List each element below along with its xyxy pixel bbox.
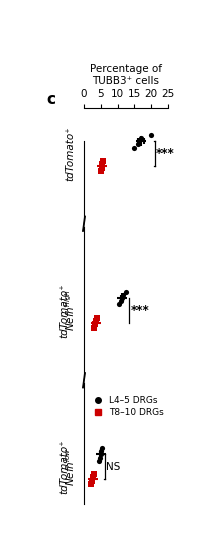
Point bbox=[99, 450, 102, 459]
Legend: L4–5 DRGs, T8–10 DRGs: L4–5 DRGs, T8–10 DRGs bbox=[85, 392, 168, 421]
Text: c: c bbox=[46, 92, 55, 107]
Point bbox=[98, 453, 101, 462]
Point bbox=[139, 134, 143, 143]
Point bbox=[92, 323, 96, 332]
Point bbox=[92, 473, 95, 482]
Text: ***: *** bbox=[156, 147, 174, 160]
Point bbox=[99, 167, 102, 176]
Text: tdTomato⁺: tdTomato⁺ bbox=[59, 440, 69, 494]
Point bbox=[92, 470, 96, 479]
Point bbox=[101, 160, 104, 169]
Point bbox=[120, 294, 123, 302]
Point bbox=[100, 163, 104, 172]
Point bbox=[133, 143, 136, 152]
Point bbox=[95, 313, 99, 322]
Point bbox=[90, 480, 93, 488]
Point bbox=[91, 476, 94, 485]
Text: tdTomato⁺: tdTomato⁺ bbox=[59, 283, 69, 338]
Point bbox=[93, 320, 97, 328]
Point bbox=[118, 300, 121, 308]
X-axis label: Percentage of
TUBB3⁺ cells: Percentage of TUBB3⁺ cells bbox=[90, 64, 162, 86]
Point bbox=[124, 287, 128, 296]
Point bbox=[119, 296, 123, 305]
Text: $Nefh$$^{low}$: $Nefh$$^{low}$ bbox=[64, 447, 77, 486]
Text: $Nefh$$^{high}$: $Nefh$$^{high}$ bbox=[64, 289, 77, 331]
Point bbox=[121, 291, 124, 299]
Point bbox=[136, 140, 139, 149]
Point bbox=[94, 317, 98, 325]
Point bbox=[97, 456, 101, 465]
Text: tdTomato⁺: tdTomato⁺ bbox=[66, 126, 76, 181]
Point bbox=[101, 157, 105, 165]
Point bbox=[138, 137, 141, 146]
Point bbox=[150, 131, 153, 139]
Point bbox=[101, 444, 104, 453]
Text: ***: *** bbox=[130, 304, 149, 317]
Point bbox=[100, 447, 103, 456]
Text: NS: NS bbox=[106, 462, 120, 472]
